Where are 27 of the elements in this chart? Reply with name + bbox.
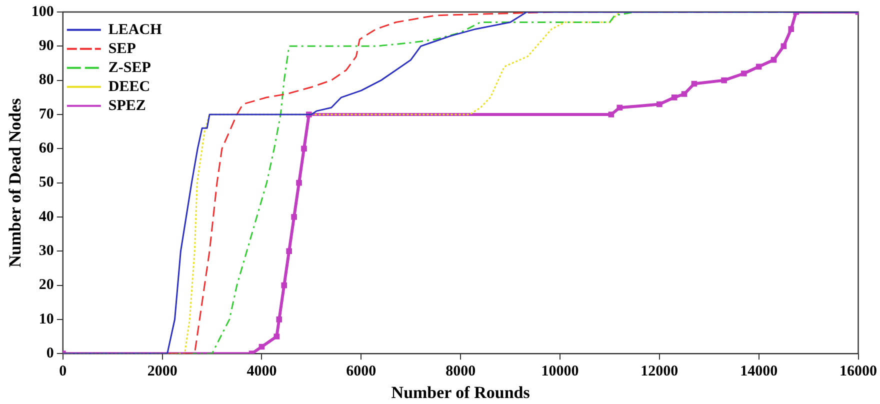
- y-tick-label: 0: [46, 345, 54, 362]
- legend-label: SEP: [108, 40, 136, 57]
- y-tick-label: 70: [38, 106, 54, 122]
- y-tick-label: 90: [38, 38, 54, 54]
- y-tick-label: 100: [31, 4, 54, 20]
- x-axis-title: Number of Rounds: [391, 383, 530, 402]
- x-tick-label: 14000: [740, 363, 778, 380]
- x-tick-label: 12000: [640, 363, 678, 380]
- x-tick-label: 8000: [446, 363, 476, 380]
- y-axis-title: Number of Dead Nodes: [6, 98, 25, 268]
- y-tick-label: 80: [38, 72, 54, 88]
- y-tick-label: 60: [38, 140, 54, 157]
- y-tick-label: 50: [38, 174, 54, 191]
- legend-label: DEEC: [108, 78, 150, 95]
- x-tick-label: 4000: [246, 363, 277, 380]
- x-tick-label: 16000: [840, 363, 877, 380]
- x-tick-label: 6000: [346, 363, 376, 380]
- legend-label: Z-SEP: [108, 60, 151, 76]
- x-tick-label: 0: [59, 363, 67, 380]
- y-tick-label: 40: [38, 208, 54, 225]
- x-tick-label: 10000: [541, 363, 579, 380]
- y-tick-label: 20: [38, 277, 54, 294]
- legend-label: LEACH: [108, 22, 162, 38]
- y-tick-label: 30: [38, 242, 54, 259]
- legend-label: SPEZ: [108, 98, 146, 114]
- x-tick-label: 2000: [147, 363, 178, 380]
- y-tick-label: 10: [38, 311, 54, 328]
